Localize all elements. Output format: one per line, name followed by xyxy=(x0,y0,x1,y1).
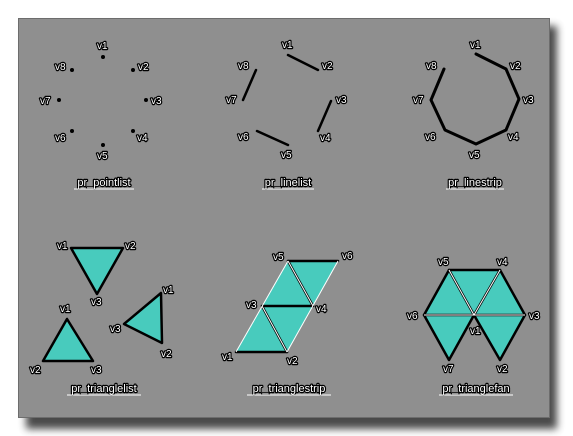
edge-v5-v4-highlight xyxy=(287,260,314,307)
vertex-label-v5: v5 xyxy=(469,150,480,161)
point-v1 xyxy=(101,55,105,59)
line-v1-v2 xyxy=(286,53,320,72)
trianglelist-triangles xyxy=(41,246,164,363)
vertex-label-v1: v1 xyxy=(282,40,293,51)
trianglestrip-diagram: v1 v2 v3 v4 v5 v6 pr_trianglestrip xyxy=(221,250,354,396)
triangle-2 xyxy=(122,291,164,345)
edge-v3-v2-highlight xyxy=(261,305,288,353)
trianglelist-caption: pr_trianglelist xyxy=(71,383,136,395)
point-v8 xyxy=(70,68,74,72)
trianglestrip-caption: pr_trianglestrip xyxy=(253,383,326,395)
point-v3 xyxy=(144,98,148,102)
vertex-label-v1: v1 xyxy=(470,326,481,337)
vertex-label-v2: v2 xyxy=(125,241,136,252)
vertex-label-v2: v1 xyxy=(60,304,71,315)
vertex-label-v2: v2 xyxy=(161,349,172,360)
vertex-label-v2: v2 xyxy=(497,364,508,375)
line-v3-v4 xyxy=(316,99,333,133)
vertex-label-v3: v3 xyxy=(523,95,534,106)
vertex-label-v1: v1 xyxy=(470,40,481,51)
linelist-diagram: v1 v2 v3 v4 v5 v6 v7 v8 pr_linelist xyxy=(225,39,348,190)
vertex-label-v3: v3 xyxy=(336,95,347,106)
trianglelist-diagram: v1 v2 v3 v1 v2 v3 v1 v2 v3 pr_triangleli… xyxy=(29,240,175,396)
vertex-label-v8: v8 xyxy=(55,62,66,73)
pointlist-caption: pr_pointlist xyxy=(77,177,130,189)
vertex-label-v7: v7 xyxy=(40,96,51,107)
trianglefan-highlights xyxy=(424,269,525,316)
line-v7-v8 xyxy=(241,68,258,102)
trianglestrip-outline xyxy=(235,260,339,353)
vertex-label-v7: v7 xyxy=(413,95,424,106)
linestrip-line xyxy=(429,52,521,146)
triangle-1 xyxy=(69,246,125,296)
vertex-label-v6: v6 xyxy=(425,132,436,143)
vertex-label-v3: v3 xyxy=(91,297,102,308)
point-v6 xyxy=(70,129,74,133)
vertex-label-v8: v8 xyxy=(426,61,437,72)
vertex-label-v6: v6 xyxy=(238,132,249,143)
vertex-label-v3: v3 xyxy=(529,311,540,322)
pointlist-diagram: v1 v2 v3 v4 v5 v6 v7 v8 pr_pointlist xyxy=(39,40,163,190)
vertex-label-v4: v4 xyxy=(137,133,148,144)
point-v5 xyxy=(101,143,105,147)
vertex-label-v1: v2 xyxy=(30,365,41,376)
vertex-label-v2: v2 xyxy=(287,356,298,367)
edge-v2-v6 xyxy=(286,260,339,353)
vertex-label-v1: v1 xyxy=(57,241,68,252)
point-v4 xyxy=(131,129,135,133)
vertex-label-v6: v6 xyxy=(55,133,66,144)
vertex-label-v5: v5 xyxy=(281,150,292,161)
vertex-label-v2: v2 xyxy=(510,61,521,72)
vertex-label-v6: v6 xyxy=(407,311,418,322)
vertex-label-v5: v5 xyxy=(438,257,449,268)
vertex-label-v4: v4 xyxy=(316,304,327,315)
vertex-label-v4: v4 xyxy=(497,257,508,268)
point-v2 xyxy=(131,68,135,72)
vertex-label-v3: v3 xyxy=(110,324,121,335)
spoke-v1-v5-highlight xyxy=(448,269,475,316)
vertex-label-v3: v3 xyxy=(91,365,102,376)
linestrip-caption: pr_linestrip xyxy=(448,177,502,189)
vertex-label-v7: v7 xyxy=(443,364,454,375)
vertex-label-v3: v3 xyxy=(246,300,257,311)
vertex-label-v7: v7 xyxy=(226,95,237,106)
vertex-label-v8: v8 xyxy=(238,61,249,72)
vertex-label-v1: v1 xyxy=(163,285,174,296)
trianglefan-diagram: v1 v2 v3 v4 v5 v6 v7 pr_trianglefan xyxy=(406,256,541,396)
vertex-label-v4: v4 xyxy=(320,133,331,144)
vertex-label-v3: v3 xyxy=(151,96,162,107)
vertex-label-v6: v6 xyxy=(342,251,353,262)
linelist-caption: pr_linelist xyxy=(265,177,311,189)
point-v7 xyxy=(57,98,61,102)
vertex-label-v5: v5 xyxy=(273,252,284,263)
trianglefan-caption: pr_trianglefan xyxy=(442,383,509,395)
pointlist-points xyxy=(57,55,148,147)
vertex-label-v2: v2 xyxy=(322,61,333,72)
vertex-label-v2: v2 xyxy=(138,62,149,73)
line-v5-v6 xyxy=(255,129,290,147)
vertex-label-v4: v4 xyxy=(508,132,519,143)
spoke-v1-v4-highlight xyxy=(473,269,501,316)
linestrip-diagram: v1 v2 v3 v4 v5 v6 v7 v8 pr_linestrip xyxy=(412,39,535,190)
linelist-lines xyxy=(241,53,333,147)
vertex-label-v5: v5 xyxy=(97,151,108,162)
vertex-label-v1: v1 xyxy=(222,352,233,363)
triangle-3 xyxy=(41,317,95,363)
vertex-label-v1: v1 xyxy=(97,41,108,52)
